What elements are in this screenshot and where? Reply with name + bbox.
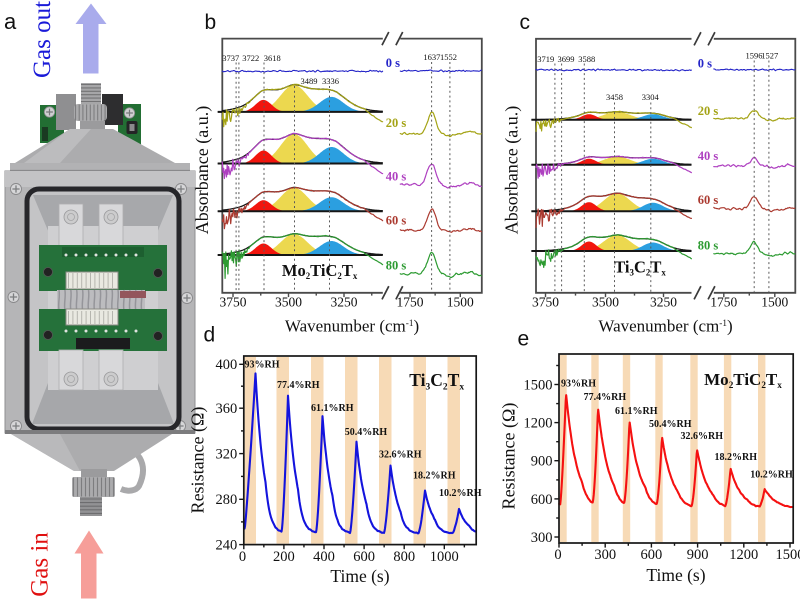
svg-text:300: 300	[594, 547, 616, 563]
svg-text:1527: 1527	[761, 51, 778, 61]
svg-text:32.6%RH: 32.6%RH	[681, 431, 724, 442]
svg-text:240: 240	[216, 538, 238, 554]
svg-text:3750: 3750	[220, 295, 247, 310]
svg-text:Time (s): Time (s)	[646, 565, 705, 585]
svg-text:360: 360	[216, 401, 238, 417]
svg-text:50.4%RH: 50.4%RH	[345, 427, 388, 438]
svg-text:Resistance (Ω): Resistance (Ω)	[188, 407, 209, 514]
svg-text:1000: 1000	[430, 549, 459, 565]
svg-text:e: e	[518, 328, 530, 351]
svg-text:Ti3C2Tx: Ti3C2Tx	[409, 370, 464, 392]
svg-text:18.2%RH: 18.2%RH	[413, 471, 456, 482]
svg-text:400: 400	[216, 357, 238, 373]
svg-text:d: d	[204, 324, 216, 347]
svg-text:3489: 3489	[301, 76, 318, 86]
svg-text:10.2%RH: 10.2%RH	[750, 469, 793, 480]
svg-text:Mo2TiC2Tx: Mo2TiC2Tx	[282, 261, 358, 281]
svg-text:3618: 3618	[264, 53, 281, 63]
svg-text:Resistance (Ω): Resistance (Ω)	[499, 403, 520, 510]
svg-text:a: a	[4, 9, 17, 34]
svg-text:900: 900	[531, 454, 553, 470]
svg-text:0: 0	[239, 549, 246, 565]
svg-text:3250: 3250	[331, 295, 358, 310]
svg-text:300: 300	[531, 530, 553, 546]
svg-text:c: c	[520, 11, 531, 34]
svg-text:200: 200	[273, 549, 295, 565]
svg-text:600: 600	[353, 549, 375, 565]
svg-text:3699: 3699	[558, 54, 575, 64]
svg-text:1637: 1637	[423, 52, 440, 62]
svg-text:800: 800	[393, 549, 415, 565]
svg-text:32.6%RH: 32.6%RH	[379, 450, 422, 461]
svg-text:280: 280	[216, 492, 238, 508]
svg-text:93%RH: 93%RH	[245, 359, 280, 370]
svg-text:3500: 3500	[592, 295, 619, 310]
svg-text:1500: 1500	[447, 295, 474, 310]
svg-text:40 s: 40 s	[698, 149, 719, 163]
svg-text:3737: 3737	[222, 53, 239, 63]
svg-text:400: 400	[313, 549, 335, 565]
svg-text:1500: 1500	[524, 377, 553, 393]
svg-text:3722: 3722	[242, 53, 259, 63]
svg-text:900: 900	[687, 547, 709, 563]
svg-text:Mo2TiC2Tx: Mo2TiC2Tx	[704, 370, 782, 390]
svg-text:Wavenumber (cm-1): Wavenumber (cm-1)	[598, 316, 732, 335]
svg-text:80 s: 80 s	[386, 259, 407, 273]
svg-text:1750: 1750	[710, 295, 737, 310]
svg-text:80 s: 80 s	[698, 239, 719, 253]
svg-text:3336: 3336	[322, 76, 339, 86]
svg-text:93%RH: 93%RH	[561, 379, 596, 390]
svg-text:0: 0	[554, 547, 561, 563]
svg-text:40 s: 40 s	[386, 170, 407, 184]
svg-text:1500: 1500	[776, 547, 800, 563]
svg-text:Time (s): Time (s)	[330, 566, 389, 586]
svg-text:1596: 1596	[746, 51, 763, 61]
svg-text:1200: 1200	[524, 416, 553, 432]
svg-text:Absorbance (a.u.): Absorbance (a.u.)	[502, 106, 523, 234]
svg-text:0 s: 0 s	[698, 57, 712, 71]
svg-text:10.2%RH: 10.2%RH	[439, 488, 482, 499]
svg-text:b: b	[205, 11, 217, 34]
svg-text:3458: 3458	[606, 92, 623, 102]
svg-text:50.4%RH: 50.4%RH	[649, 419, 692, 430]
svg-text:18.2%RH: 18.2%RH	[715, 452, 758, 463]
svg-text:Wavenumber (cm-1): Wavenumber (cm-1)	[285, 316, 419, 335]
svg-text:3750: 3750	[532, 295, 559, 310]
svg-text:60 s: 60 s	[698, 193, 719, 207]
svg-text:1200: 1200	[729, 547, 758, 563]
svg-text:600: 600	[531, 492, 553, 508]
svg-text:77.4%RH: 77.4%RH	[584, 392, 627, 403]
svg-text:3719: 3719	[537, 54, 554, 64]
svg-text:Absorbance (a.u.): Absorbance (a.u.)	[192, 106, 213, 234]
svg-text:Gas in: Gas in	[27, 532, 54, 597]
svg-text:320: 320	[216, 447, 238, 463]
svg-text:1500: 1500	[761, 295, 788, 310]
svg-text:61.1%RH: 61.1%RH	[615, 406, 658, 417]
svg-text:61.1%RH: 61.1%RH	[311, 403, 354, 414]
svg-text:3500: 3500	[275, 295, 302, 310]
svg-text:3304: 3304	[642, 92, 660, 102]
svg-text:Ti3C2Tx: Ti3C2Tx	[614, 258, 666, 278]
svg-text:20 s: 20 s	[386, 116, 407, 130]
svg-text:77.4%RH: 77.4%RH	[277, 380, 320, 391]
svg-text:0 s: 0 s	[386, 56, 400, 70]
svg-text:Gas out: Gas out	[29, 1, 56, 78]
svg-text:3588: 3588	[578, 54, 595, 64]
svg-text:1552: 1552	[440, 52, 457, 62]
svg-text:600: 600	[641, 547, 663, 563]
svg-text:1750: 1750	[397, 295, 424, 310]
svg-text:3250: 3250	[650, 295, 677, 310]
svg-text:60 s: 60 s	[386, 214, 407, 228]
svg-text:20 s: 20 s	[698, 104, 719, 118]
